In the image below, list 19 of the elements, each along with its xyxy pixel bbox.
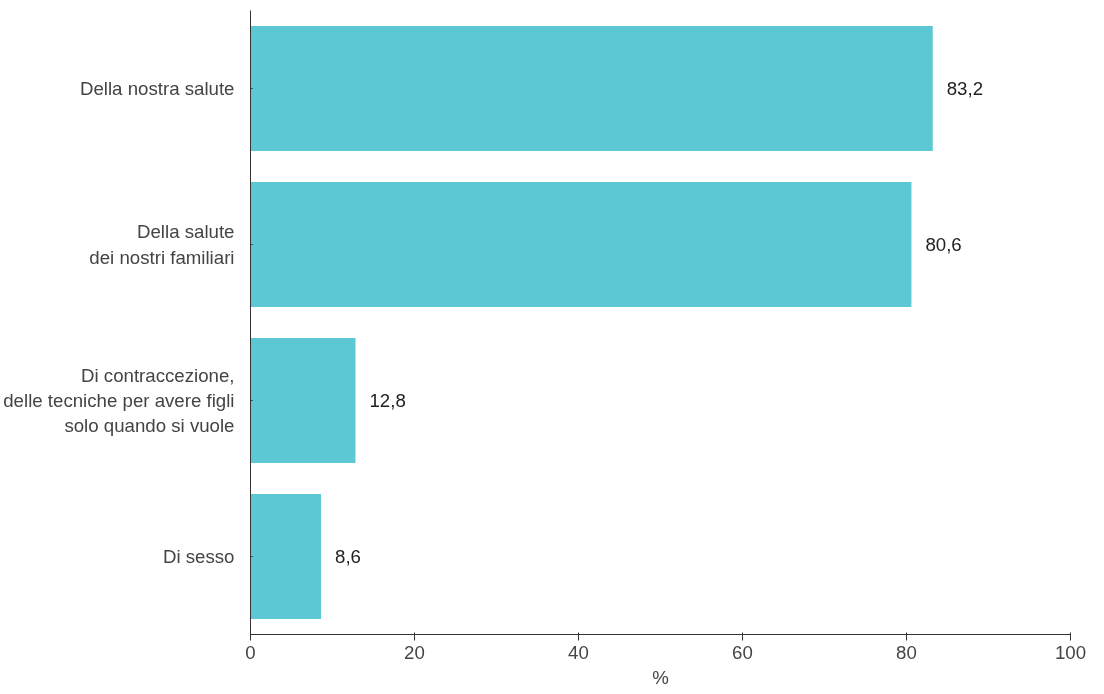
x-tick-label: 100: [1054, 641, 1087, 663]
x-tick-label: 0: [245, 641, 256, 663]
data-label: 83,2: [946, 78, 984, 99]
data-label: 8,6: [335, 546, 361, 567]
bar: [250, 26, 933, 151]
x-axis-title: %: [652, 666, 669, 688]
x-tick-label: 20: [404, 641, 425, 663]
y-tick-label: Della nostra salute: [79, 78, 235, 99]
x-tick-label: 40: [568, 641, 589, 663]
bar: [250, 494, 322, 619]
y-tick-label: Di sesso: [162, 546, 235, 567]
bar: [250, 338, 356, 463]
bar: [250, 182, 912, 307]
y-tick-label: Di contraccezione, delle tecniche per avere figli solo quando si vuole: [3, 364, 235, 437]
data-label: 80,6: [925, 234, 962, 255]
x-tick-label: 60: [732, 641, 753, 663]
y-tick-label: Della salute dei nostri familiari: [89, 221, 235, 268]
data-label: 12,8: [369, 390, 406, 411]
x-tick-label: 80: [896, 641, 917, 663]
